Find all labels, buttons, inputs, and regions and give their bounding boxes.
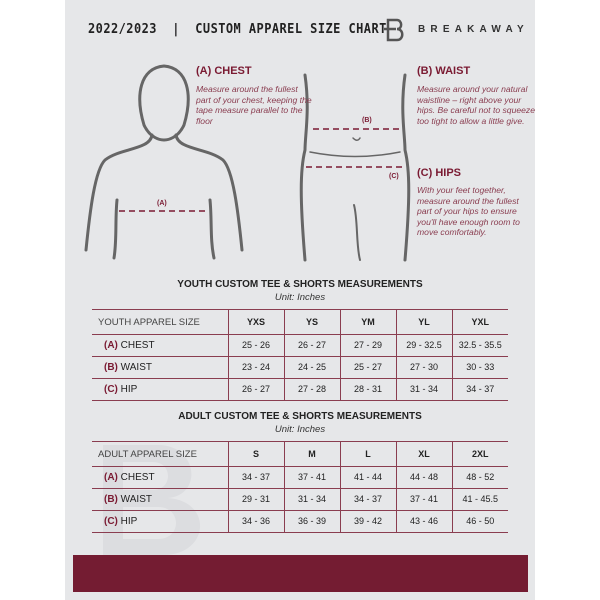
breakaway-logo-icon — [384, 18, 404, 42]
header-cell: L — [340, 441, 397, 467]
table-cell: 26 - 27 — [228, 378, 285, 401]
waist-heading: (B) WAIST — [417, 65, 471, 77]
brand-name: BREAKAWAY — [418, 24, 529, 35]
header-cell: YXL — [452, 309, 508, 335]
header-cell: YL — [396, 309, 453, 335]
header-cell: YOUTH APPAREL SIZE — [92, 309, 229, 335]
table-row: (C) HIP 34 - 36 36 - 39 39 - 42 43 - 46 46 - … — [92, 510, 508, 533]
table-cell: 31 - 34 — [284, 488, 341, 511]
adult-size-table: ADULT APPAREL SIZE S M L XL 2XL (A) CHES… — [92, 441, 508, 533]
row-label: (B) WAIST — [92, 356, 229, 379]
row-label: (B) WAIST — [92, 488, 229, 511]
table-row: (A) CHEST 25 - 26 26 - 27 27 - 29 29 - 32.5 3… — [92, 334, 508, 357]
hips-heading: (C) HIPS — [417, 167, 461, 179]
table-cell: 27 - 28 — [284, 378, 341, 401]
header-cell: ADULT APPAREL SIZE — [92, 441, 229, 467]
row-tag: (B) — [104, 494, 118, 505]
table-cell: 37 - 41 — [284, 466, 341, 489]
header-cell: S — [228, 441, 285, 467]
page-title: 2022/2023 | CUSTOM APPAREL SIZE CHART — [88, 22, 387, 37]
header-cell: YXS — [228, 309, 285, 335]
table-cell: 30 - 33 — [452, 356, 508, 379]
youth-size-table: YOUTH APPAREL SIZE YXS YS YM YL YXL (A) … — [92, 309, 508, 401]
body-figures-illustration — [84, 64, 411, 262]
table-cell: 34 - 37 — [452, 378, 508, 401]
chest-heading: (A) CHEST — [196, 65, 252, 77]
table-cell: 25 - 26 — [228, 334, 285, 357]
table-cell: 26 - 27 — [284, 334, 341, 357]
table-cell: 41 - 45.5 — [452, 488, 508, 511]
table-cell: 27 - 30 — [396, 356, 453, 379]
row-tag: (A) — [104, 472, 118, 483]
table-row: (A) CHEST 34 - 37 37 - 41 41 - 44 44 - 48 48 … — [92, 466, 508, 489]
row-label: (A) CHEST — [92, 334, 229, 357]
row-tag: (C) — [104, 384, 118, 395]
table-cell: 23 - 24 — [228, 356, 285, 379]
header-cell: 2XL — [452, 441, 508, 467]
row-name: HIP — [120, 384, 138, 395]
table-cell: 34 - 37 — [340, 488, 397, 511]
table-row: (B) WAIST 29 - 31 31 - 34 34 - 37 37 - 41 41 … — [92, 488, 508, 511]
chest-marker: (A) — [157, 200, 167, 207]
row-name: WAIST — [120, 362, 152, 373]
header-cell: XL — [396, 441, 453, 467]
waist-marker: (B) — [362, 117, 372, 124]
row-tag: (B) — [104, 362, 118, 373]
table-cell: 25 - 27 — [340, 356, 397, 379]
row-tag: (A) — [104, 340, 118, 351]
row-tag: (C) — [104, 516, 118, 527]
row-label: (C) HIP — [92, 378, 229, 401]
table-cell: 32.5 - 35.5 — [452, 334, 508, 357]
table-cell: 37 - 41 — [396, 488, 453, 511]
chest-description: Measure around the fullest part of your … — [196, 84, 312, 126]
header-cell: YM — [340, 309, 397, 335]
table-cell: 29 - 32.5 — [396, 334, 453, 357]
table-header-row: YOUTH APPAREL SIZE YXS YS YM YL YXL — [92, 309, 508, 335]
table-cell: 24 - 25 — [284, 356, 341, 379]
hips-description: With your feet together, measure around … — [417, 185, 520, 238]
hips-marker: (C) — [389, 173, 399, 180]
table-cell: 44 - 48 — [396, 466, 453, 489]
table-row: (C) HIP 26 - 27 27 - 28 28 - 31 31 - 34 34 - … — [92, 378, 508, 401]
table-cell: 29 - 31 — [228, 488, 285, 511]
table-row: (B) WAIST 23 - 24 24 - 25 25 - 27 27 - 30 30 … — [92, 356, 508, 379]
row-name: WAIST — [120, 494, 152, 505]
youth-table-unit: Unit: Inches — [274, 292, 326, 303]
table-cell: 28 - 31 — [340, 378, 397, 401]
table-cell: 31 - 34 — [396, 378, 453, 401]
table-cell: 27 - 29 — [340, 334, 397, 357]
header-cell: YS — [284, 309, 341, 335]
row-name: HIP — [120, 516, 138, 527]
table-header-row: ADULT APPAREL SIZE S M L XL 2XL — [92, 441, 508, 467]
table-cell: 39 - 42 — [340, 510, 397, 533]
waist-description: Measure around your natural waistline – … — [417, 84, 536, 126]
adult-table-unit: Unit: Inches — [274, 424, 326, 435]
row-name: CHEST — [120, 472, 155, 483]
table-cell: 46 - 50 — [452, 510, 508, 533]
row-label: (C) HIP — [92, 510, 229, 533]
table-cell: 41 - 44 — [340, 466, 397, 489]
table-cell: 34 - 36 — [228, 510, 285, 533]
table-cell: 48 - 52 — [452, 466, 508, 489]
row-name: CHEST — [120, 340, 155, 351]
adult-table-title: ADULT CUSTOM TEE & SHORTS MEASUREMENTS — [178, 411, 422, 422]
footer-band — [73, 555, 528, 592]
table-cell: 43 - 46 — [396, 510, 453, 533]
header-cell: M — [284, 441, 341, 467]
youth-table-title: YOUTH CUSTOM TEE & SHORTS MEASUREMENTS — [177, 279, 423, 290]
row-label: (A) CHEST — [92, 466, 229, 489]
table-cell: 36 - 39 — [284, 510, 341, 533]
table-cell: 34 - 37 — [228, 466, 285, 489]
